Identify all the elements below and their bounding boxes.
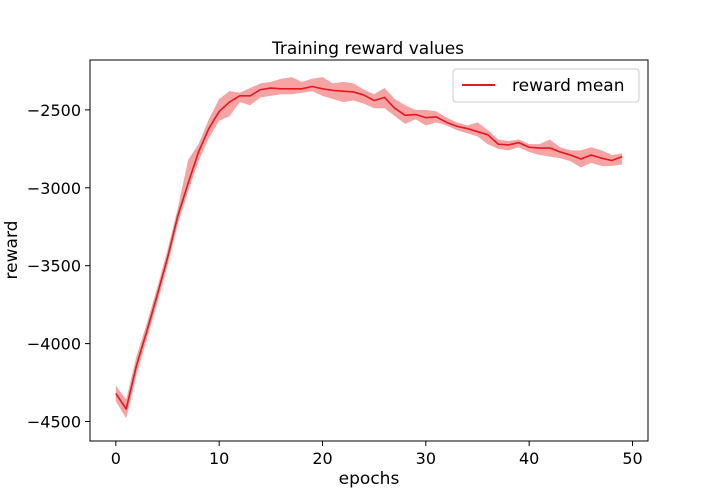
- y-tick-label: −3500: [27, 257, 81, 276]
- y-axis-label: reward: [2, 221, 22, 280]
- axes-frame: [89, 59, 649, 442]
- y-tick-label: −4500: [27, 413, 81, 432]
- legend: reward mean: [452, 68, 640, 103]
- x-tick-label: 30: [416, 449, 436, 468]
- x-tick-label: 0: [111, 449, 121, 468]
- y-tick-label: −4000: [27, 335, 81, 354]
- x-tick-label: 10: [209, 449, 229, 468]
- y-tick-label: −2500: [27, 101, 81, 120]
- x-axis-label: epochs: [339, 469, 400, 489]
- legend-label: reward mean: [512, 76, 625, 96]
- legend-box: [452, 68, 640, 103]
- x-tick-label: 40: [519, 449, 539, 468]
- plot-area: [115, 77, 623, 419]
- y-tick-label: −3000: [27, 179, 81, 198]
- y-axis: −4500 −4000 −3500 −3000 −2500: [27, 101, 90, 432]
- series-line: [115, 85, 623, 410]
- x-tick-label: 50: [622, 449, 642, 468]
- chart-title: Training reward values: [271, 39, 464, 59]
- x-tick-label: 20: [312, 449, 332, 468]
- x-axis: 0 10 20 30 40 50: [111, 441, 643, 468]
